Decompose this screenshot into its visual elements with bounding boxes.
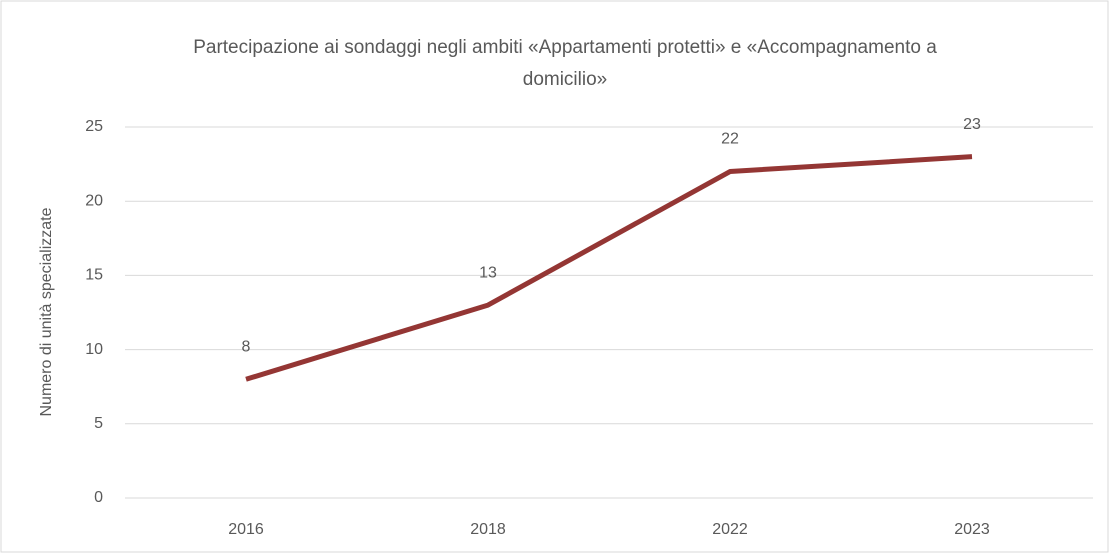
x-tick-label: 2022 bbox=[712, 521, 748, 538]
y-tick-label: 20 bbox=[85, 192, 103, 209]
data-label: 13 bbox=[479, 264, 497, 281]
data-line bbox=[245, 154, 973, 382]
data-label: 23 bbox=[963, 116, 981, 133]
x-tick-label: 2016 bbox=[228, 521, 264, 538]
y-tick-label: 5 bbox=[94, 415, 103, 432]
x-tick-label: 2018 bbox=[470, 521, 506, 538]
y-tick-label: 0 bbox=[94, 489, 103, 506]
y-axis-label: Numero di unità specializzate bbox=[38, 207, 55, 416]
chart-title: Partecipazione ai sondaggi negli ambiti … bbox=[193, 37, 937, 90]
y-tick-label: 15 bbox=[85, 267, 103, 284]
data-label: 22 bbox=[721, 131, 739, 148]
data-label: 8 bbox=[242, 338, 251, 355]
y-tick-label: 25 bbox=[85, 118, 103, 135]
x-tick-label: 2023 bbox=[954, 521, 990, 538]
y-tick-label: 10 bbox=[85, 341, 103, 358]
